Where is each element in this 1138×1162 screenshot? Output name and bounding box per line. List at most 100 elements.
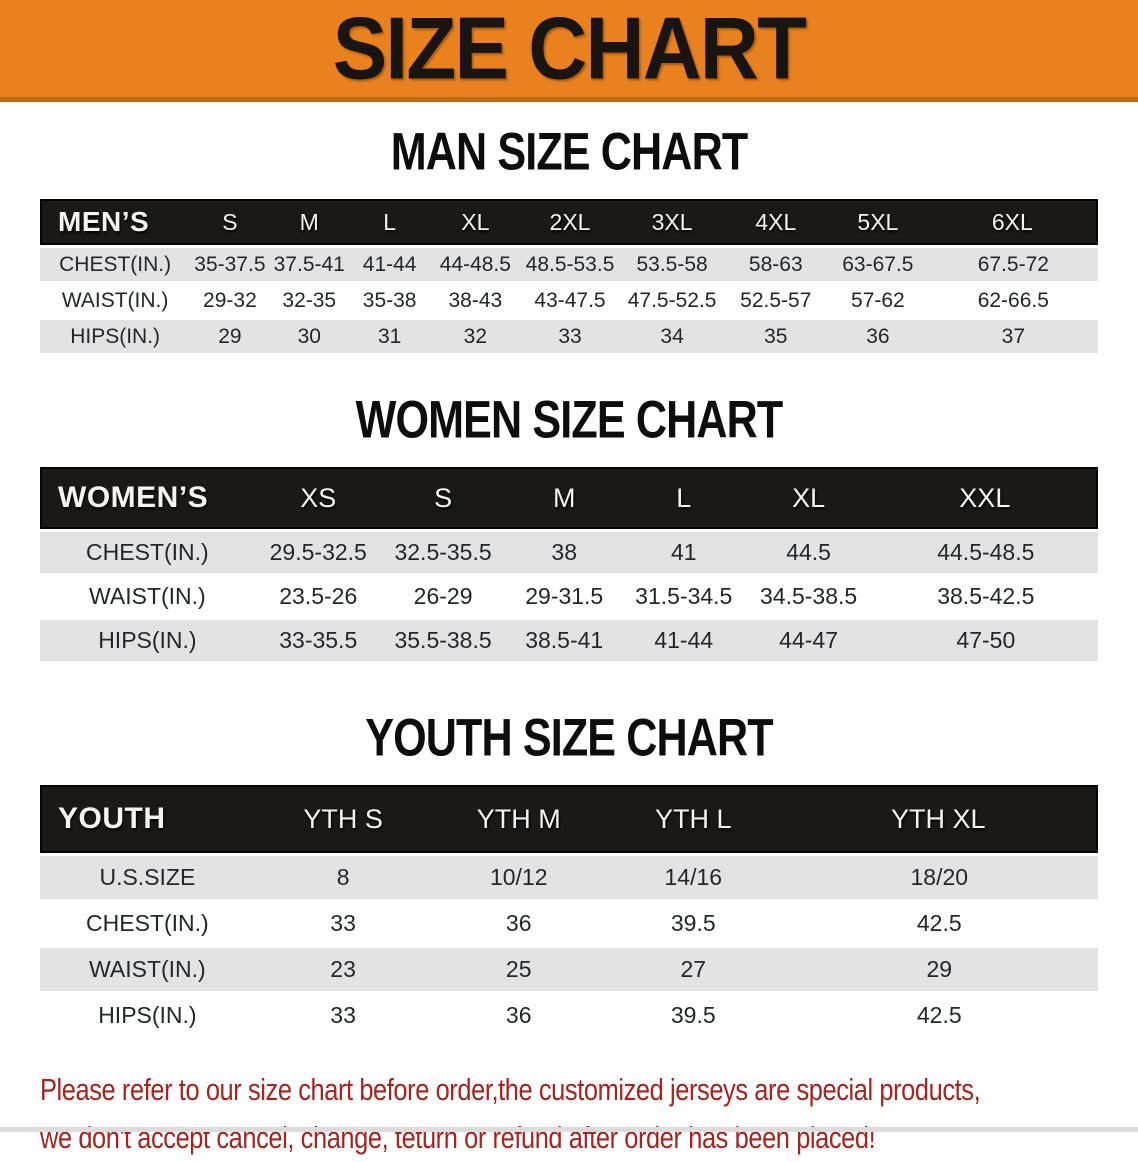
measurement-value: 35-37.5	[190, 248, 270, 281]
measurement-value: 32	[430, 320, 521, 353]
measurement-value: 33	[254, 994, 432, 1037]
men-size-col-header: L	[348, 199, 431, 245]
youth-size-table: YOUTH YTH S YTH M YTH L YTH XL U.S.SIZE 8 10/12…	[40, 782, 1098, 1040]
measurement-value: 38.5-42.5	[873, 576, 1098, 617]
youth-size-col-header: YTH XL	[780, 785, 1098, 853]
women-header-row: WOMEN’S XS S M L XL XXL	[40, 467, 1098, 529]
measurement-value: 10/12	[431, 856, 606, 899]
women-size-col-header: XS	[254, 467, 382, 529]
table-row: HIPS(IN.) 33 36 39.5 42.5	[40, 994, 1098, 1037]
measurement-value: 47-50	[873, 620, 1098, 661]
measurement-value: 23	[254, 948, 432, 991]
youth-size-col-header: YTH S	[254, 785, 432, 853]
measurement-value: 48.5-53.5	[520, 248, 620, 281]
row-label: WAIST(IN.)	[40, 948, 255, 991]
measurement-value: 44-47	[743, 620, 874, 661]
measurement-value: 34	[619, 320, 725, 353]
measurement-value: 33-35.5	[254, 620, 382, 661]
table-row: CHEST(IN.) 33 36 39.5 42.5	[40, 902, 1098, 945]
table-row: HIPS(IN.) 29 30 31 32 33 34 35 36 37	[40, 320, 1098, 353]
size-tables-container: MAN SIZE CHART MEN’S S M L XL 2XL 3XL 4XL 5XL 6XL C…	[0, 123, 1138, 1040]
measurement-value: 37	[928, 320, 1098, 353]
measurement-value: 58-63	[724, 248, 828, 281]
men-size-col-header: S	[190, 199, 270, 245]
men-size-col-header: 3XL	[619, 199, 725, 245]
measurement-value: 57-62	[827, 284, 929, 317]
measurement-value: 38	[504, 532, 624, 573]
measurement-value: 26-29	[381, 576, 505, 617]
men-size-col-header: M	[269, 199, 349, 245]
measurement-value: 31.5-34.5	[623, 576, 744, 617]
men-size-col-header: 6XL	[928, 199, 1098, 245]
measurement-value: 41-44	[348, 248, 431, 281]
measurement-value: 37.5-41	[269, 248, 349, 281]
measurement-value: 25	[431, 948, 606, 991]
measurement-value: 42.5	[780, 902, 1098, 945]
measurement-value: 8	[254, 856, 432, 899]
youth-header-row: YOUTH YTH S YTH M YTH L YTH XL	[40, 785, 1098, 853]
measurement-value: 29.5-32.5	[254, 532, 382, 573]
row-label: CHEST(IN.)	[40, 532, 255, 573]
measurement-value: 63-67.5	[827, 248, 929, 281]
notice-line-1: Please refer to our size chart before or…	[40, 1072, 981, 1107]
measurement-value: 44.5	[743, 532, 874, 573]
table-row: WAIST(IN.) 23 25 27 29	[40, 948, 1098, 991]
measurement-value: 44-48.5	[430, 248, 521, 281]
row-label: HIPS(IN.)	[40, 994, 255, 1037]
youth-section-title: YOUTH SIZE CHART	[365, 708, 773, 768]
row-label: HIPS(IN.)	[40, 620, 255, 661]
measurement-value: 53.5-58	[619, 248, 725, 281]
measurement-value: 33	[520, 320, 620, 353]
men-group-label: MEN’S	[40, 199, 191, 245]
measurement-value: 29-31.5	[504, 576, 624, 617]
table-row: CHEST(IN.) 35-37.5 37.5-41 41-44 44-48.5 48.5…	[40, 248, 1098, 281]
table-row: U.S.SIZE 8 10/12 14/16 18/20	[40, 856, 1098, 899]
measurement-value: 35-38	[348, 284, 431, 317]
measurement-value: 27	[606, 948, 781, 991]
row-label: WAIST(IN.)	[40, 284, 191, 317]
women-size-col-header: XXL	[873, 467, 1098, 529]
table-row: CHEST(IN.) 29.5-32.5 32.5-35.5 38 41 44.5 44.5…	[40, 532, 1098, 573]
women-section-title: WOMEN SIZE CHART	[355, 390, 784, 450]
size-chart-banner: SIZE CHART	[0, 0, 1138, 102]
men-size-col-header: 4XL	[724, 199, 828, 245]
banner-title: SIZE CHART	[332, 0, 807, 98]
youth-group-label: YOUTH	[40, 785, 255, 853]
table-row: WAIST(IN.) 29-32 32-35 35-38 38-43 43-47.5 47.…	[40, 284, 1098, 317]
women-size-col-header: S	[381, 467, 505, 529]
measurement-value: 38-43	[430, 284, 521, 317]
table-row: WAIST(IN.) 23.5-26 26-29 29-31.5 31.5-34.5 34…	[40, 576, 1098, 617]
measurement-value: 35	[724, 320, 828, 353]
measurement-value: 30	[269, 320, 349, 353]
measurement-value: 42.5	[780, 994, 1098, 1037]
measurement-value: 41	[623, 532, 744, 573]
measurement-value: 36	[431, 902, 606, 945]
women-group-label: WOMEN’S	[40, 467, 255, 529]
measurement-value: 39.5	[606, 902, 781, 945]
measurement-value: 39.5	[606, 994, 781, 1037]
measurement-value: 67.5-72	[928, 248, 1098, 281]
men-size-col-header: XL	[430, 199, 521, 245]
footer-notice: Please refer to our size chart before or…	[40, 1066, 1138, 1162]
women-size-col-header: M	[504, 467, 624, 529]
measurement-value: 52.5-57	[724, 284, 828, 317]
measurement-value: 29-32	[190, 284, 270, 317]
measurement-value: 43-47.5	[520, 284, 620, 317]
row-label: U.S.SIZE	[40, 856, 255, 899]
youth-size-col-header: YTH L	[606, 785, 781, 853]
measurement-value: 29	[780, 948, 1098, 991]
measurement-value: 35.5-38.5	[381, 620, 505, 661]
table-row: HIPS(IN.) 33-35.5 35.5-38.5 38.5-41 41-44 44-…	[40, 620, 1098, 661]
measurement-value: 47.5-52.5	[619, 284, 725, 317]
measurement-value: 38.5-41	[504, 620, 624, 661]
men-header-row: MEN’S S M L XL 2XL 3XL 4XL 5XL 6XL	[40, 199, 1098, 245]
women-size-col-header: XL	[743, 467, 874, 529]
women-size-table: WOMEN’S XS S M L XL XXL CHEST(IN.) 29.5-32.5 32.5…	[40, 464, 1098, 664]
row-label: CHEST(IN.)	[40, 248, 191, 281]
measurement-value: 62-66.5	[928, 284, 1098, 317]
row-label: CHEST(IN.)	[40, 902, 255, 945]
measurement-value: 36	[431, 994, 606, 1037]
men-size-col-header: 2XL	[520, 199, 620, 245]
men-size-table: MEN’S S M L XL 2XL 3XL 4XL 5XL 6XL CHEST(IN.) 35-37…	[40, 196, 1098, 356]
measurement-value: 18/20	[780, 856, 1098, 899]
